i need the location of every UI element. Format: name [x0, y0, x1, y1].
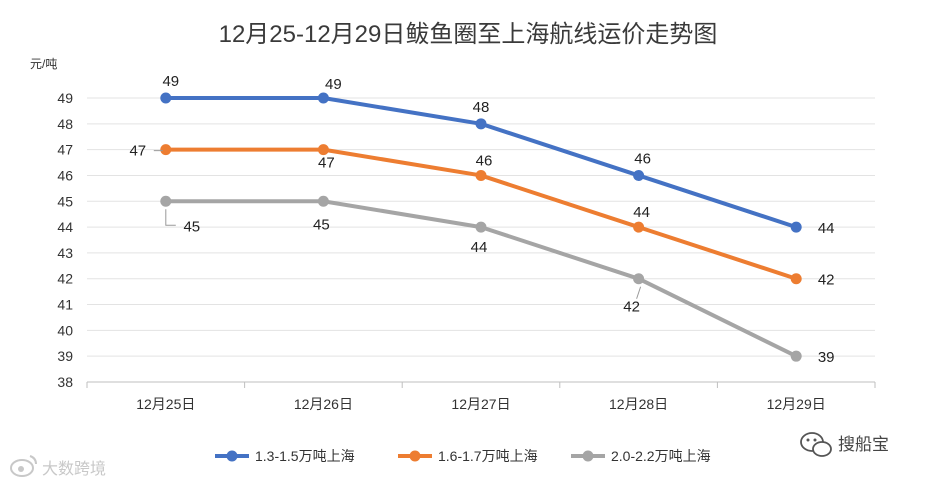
legend-swatch-marker	[226, 450, 238, 462]
label-leader-line	[636, 286, 642, 299]
y-tick-label: 40	[57, 322, 73, 338]
data-label: 42	[818, 272, 835, 289]
data-label: 45	[183, 218, 200, 235]
y-tick-label: 47	[57, 142, 73, 158]
data-label: 44	[818, 220, 835, 237]
y-axis-ticks: 38 39 40 41 42 43 44 45 46 47 48 49	[57, 90, 73, 390]
watermark-right: 搜船宝	[800, 432, 889, 457]
x-axis: 12月25日 12月26日 12月27日 12月28日 12月29日	[86, 382, 876, 412]
data-label: 44	[633, 204, 650, 221]
data-labels: 49 49 48 46 44 47 47 46 44 42 45 45 44 42 39	[129, 73, 834, 366]
legend-item: 1.6-1.7万吨上海	[398, 448, 538, 464]
legend-label: 1.6-1.7万吨上海	[438, 448, 538, 464]
data-point	[317, 92, 329, 104]
data-point	[633, 169, 645, 181]
data-point	[160, 195, 172, 207]
chart-title: 12月25-12月29日鲅鱼圈至上海航线运价走势图	[219, 21, 718, 48]
data-point	[790, 273, 802, 285]
y-tick-label: 42	[57, 271, 73, 287]
data-label: 49	[325, 76, 342, 93]
data-label: 39	[818, 349, 835, 366]
data-point	[160, 92, 172, 104]
data-point	[475, 221, 487, 233]
data-point	[475, 169, 487, 181]
legend-label: 2.0-2.2万吨上海	[611, 448, 711, 464]
x-tick-label: 12月29日	[767, 396, 826, 412]
data-point	[633, 221, 645, 233]
y-tick-label: 38	[57, 374, 73, 390]
y-tick-label: 45	[57, 193, 73, 209]
data-label: 47	[318, 155, 335, 172]
watermark-left: 大数跨境	[10, 455, 106, 478]
data-point	[633, 273, 645, 285]
legend-swatch-marker	[409, 450, 421, 462]
data-label: 45	[313, 216, 330, 233]
y-tick-label: 48	[57, 116, 73, 132]
series-lines	[160, 92, 802, 362]
x-tick-label: 12月28日	[609, 396, 668, 412]
data-label: 44	[471, 239, 488, 256]
data-label: 46	[634, 150, 651, 167]
y-tick-label: 41	[57, 297, 73, 313]
label-leader-line	[165, 209, 176, 226]
data-point	[790, 350, 802, 362]
weibo-logo-icon	[10, 455, 37, 477]
y-tick-label: 43	[57, 245, 73, 261]
x-tick-label: 12月25日	[136, 396, 195, 412]
watermark-left-text: 大数跨境	[42, 459, 106, 478]
y-tick-label: 39	[57, 348, 73, 364]
data-point	[317, 195, 329, 207]
x-tick-label: 12月26日	[294, 396, 353, 412]
y-tick-label: 44	[57, 219, 73, 235]
y-axis-unit: 元/吨	[30, 57, 57, 71]
data-label: 48	[473, 99, 490, 116]
data-label: 42	[623, 299, 640, 316]
wechat-logo-icon	[800, 432, 832, 457]
watermark-right-text: 搜船宝	[838, 435, 889, 454]
data-point	[475, 118, 487, 130]
data-point	[790, 221, 802, 233]
data-label: 47	[129, 143, 146, 160]
x-tick-label: 12月27日	[451, 396, 510, 412]
data-label: 49	[162, 73, 179, 90]
legend-swatch-marker	[582, 450, 594, 462]
data-point	[317, 144, 329, 156]
y-tick-label: 49	[57, 90, 73, 106]
legend-item: 1.3-1.5万吨上海	[215, 448, 355, 464]
legend-item: 2.0-2.2万吨上海	[571, 448, 711, 464]
y-tick-label: 46	[57, 167, 73, 183]
data-label: 46	[476, 152, 493, 169]
data-point	[160, 144, 172, 156]
legend-label: 1.3-1.5万吨上海	[255, 448, 355, 464]
legend: 1.3-1.5万吨上海 1.6-1.7万吨上海 2.0-2.2万吨上海	[215, 448, 711, 464]
